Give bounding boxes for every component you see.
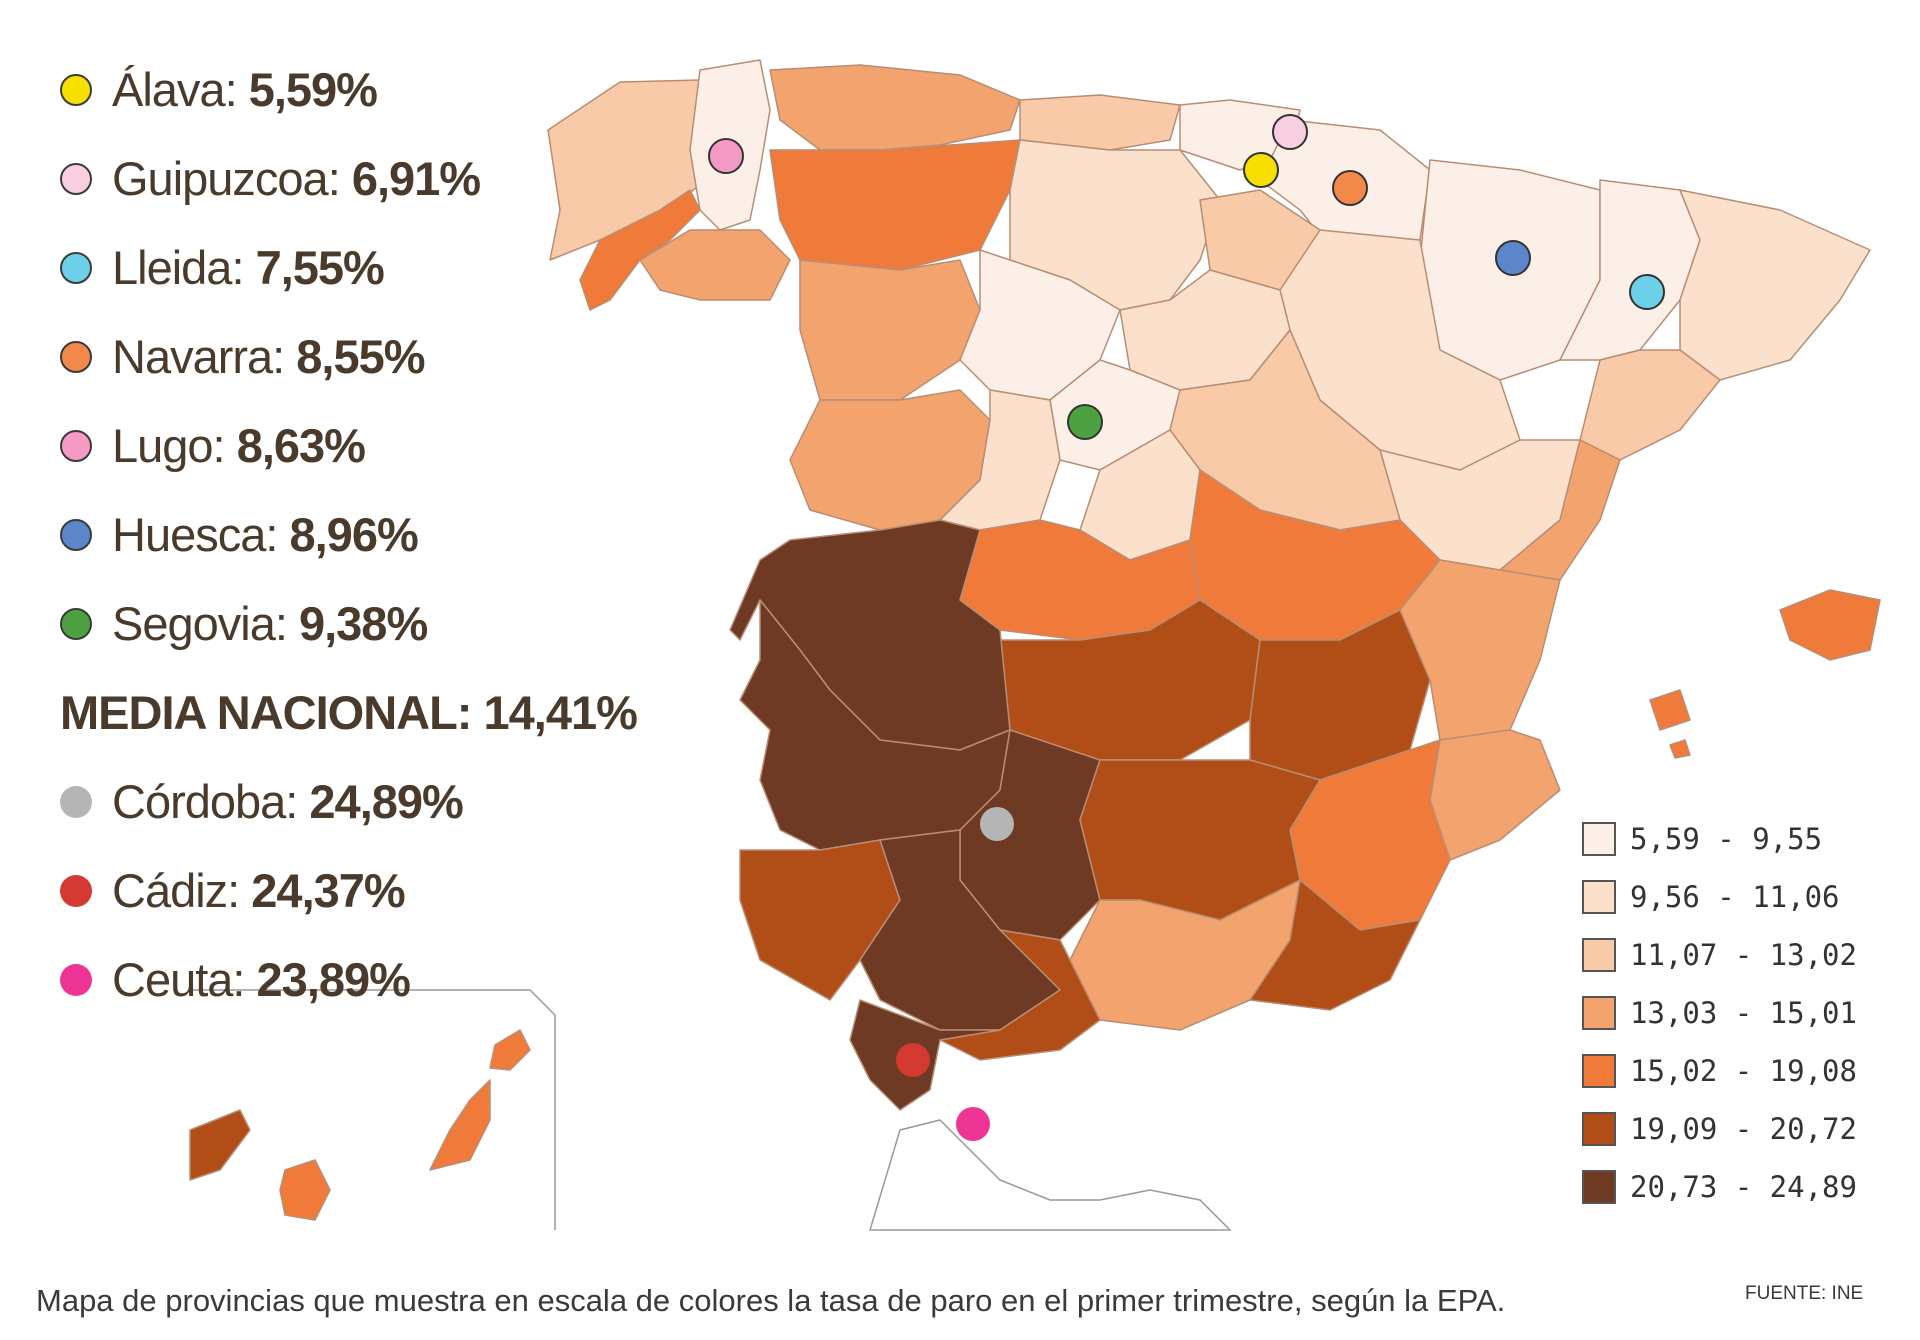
map-caption: Mapa de provincias que muestra en escala… <box>36 1283 1506 1318</box>
dot-icon <box>60 162 92 195</box>
region-tarragona <box>1579 349 1721 461</box>
rank-value: 8,55% <box>296 330 425 383</box>
legend-row: 19,09 - 20,72 <box>1582 1100 1857 1158</box>
legend-label: 20,73 - 24,89 <box>1630 1170 1857 1204</box>
region-formentera <box>1669 739 1691 759</box>
legend-label: 5,59 - 9,55 <box>1630 822 1823 856</box>
legend-swatch <box>1582 938 1616 972</box>
region-ourense <box>639 229 791 301</box>
rank-value: 24,89% <box>309 775 463 828</box>
legend-swatch <box>1582 822 1616 856</box>
legend-label: 13,03 - 15,01 <box>1630 996 1857 1030</box>
region-alicante <box>1429 729 1561 861</box>
marker-alava <box>1243 152 1279 188</box>
legend-swatch <box>1582 996 1616 1030</box>
region-almeria <box>1249 879 1421 1011</box>
map-legend: 5,59 - 9,55 9,56 - 11,06 11,07 - 13,02 1… <box>1582 810 1857 1216</box>
legend-row: 13,03 - 15,01 <box>1582 984 1857 1042</box>
legend-swatch <box>1582 880 1616 914</box>
legend-swatch <box>1582 1054 1616 1088</box>
rank-value: 8,63% <box>236 419 366 472</box>
source-note: FUENTE: INE <box>1745 1283 1864 1304</box>
region-pontevedra <box>579 189 701 311</box>
marker-navarra <box>1332 170 1368 206</box>
rank-item-cordoba: Córdoba: 24,89% <box>60 757 720 846</box>
legend-row: 15,02 - 19,08 <box>1582 1042 1857 1100</box>
rank-item-ceuta: Ceuta: 23,89% <box>60 935 720 1024</box>
national-average: MEDIA NACIONAL: 14,41% <box>60 686 638 739</box>
spain-provinces-map <box>189 59 1881 1231</box>
unemployment-ranking: Álava: 5,59% Guipuzcoa: 6,91% Lleida: 7,… <box>60 45 720 1024</box>
rank-item-huesca: Huesca: 8,96% <box>60 490 720 579</box>
rank-name: Guipuzcoa: <box>112 152 341 205</box>
rank-name: Segovia: <box>112 597 288 650</box>
region-asturias <box>769 64 1021 151</box>
marker-ceuta <box>956 1107 990 1141</box>
rank-item-lugo: Lugo: 8,63% <box>60 401 720 490</box>
rank-name: Ceuta: <box>112 953 245 1006</box>
legend-label: 11,07 - 13,02 <box>1630 938 1857 972</box>
region-malaga <box>939 929 1101 1061</box>
rank-value: 23,89% <box>256 953 411 1006</box>
legend-row: 9,56 - 11,06 <box>1582 868 1857 926</box>
legend-swatch <box>1582 1112 1616 1146</box>
marker-cordoba <box>980 807 1014 841</box>
region-gran-canaria <box>279 1159 331 1221</box>
dot-icon <box>60 874 92 907</box>
region-tenerife <box>189 1109 251 1181</box>
region-ibiza <box>1649 689 1691 731</box>
rank-name: Navarra: <box>112 330 285 383</box>
region-fuerteventura <box>429 1079 491 1171</box>
rank-value: 5,59% <box>248 63 378 116</box>
dot-icon <box>60 251 92 284</box>
dot-icon <box>60 607 92 640</box>
dot-icon <box>60 73 92 106</box>
marker-huesca <box>1495 240 1531 276</box>
dot-icon <box>60 785 92 818</box>
legend-row: 20,73 - 24,89 <box>1582 1158 1857 1216</box>
rank-value: 8,96% <box>289 508 418 561</box>
rank-name: Lugo: <box>112 419 226 472</box>
rank-name: Huesca: <box>112 508 278 561</box>
rank-value: 9,38% <box>298 597 428 650</box>
rank-name: Álava: <box>112 63 238 116</box>
dot-icon <box>60 429 92 462</box>
rank-value: 7,55% <box>255 241 385 294</box>
rank-value: 6,91% <box>351 152 481 205</box>
region-cantabria <box>1019 94 1181 151</box>
rank-item-segovia: Segovia: 9,38% <box>60 579 720 668</box>
marker-segovia <box>1067 404 1103 440</box>
legend-row: 5,59 - 9,55 <box>1582 810 1857 868</box>
rank-item-guipuzcoa: Guipuzcoa: 6,91% <box>60 134 720 223</box>
marker-lleida <box>1629 274 1665 310</box>
north-africa-outline <box>868 1119 1232 1231</box>
region-zamora <box>799 259 981 401</box>
legend-label: 19,09 - 20,72 <box>1630 1112 1857 1146</box>
rank-name: Cádiz: <box>112 864 240 917</box>
region-valencia <box>1399 559 1561 741</box>
region-mallorca <box>1779 589 1881 661</box>
rank-item-alava: Álava: 5,59% <box>60 45 720 134</box>
canarias-frame <box>190 989 556 1230</box>
marker-cadiz <box>896 1043 930 1077</box>
dot-icon <box>60 963 92 996</box>
dot-icon <box>60 340 92 373</box>
marker-guipuzcoa <box>1272 114 1308 150</box>
dot-icon <box>60 518 92 551</box>
region-lanzarote <box>489 1029 531 1071</box>
rank-item-cadiz: Cádiz: 24,37% <box>60 846 720 935</box>
legend-row: 11,07 - 13,02 <box>1582 926 1857 984</box>
region-girona-barcelona <box>1679 189 1871 381</box>
rank-name: Lleida: <box>112 241 244 294</box>
legend-label: 9,56 - 11,06 <box>1630 880 1840 914</box>
rank-item-lleida: Lleida: 7,55% <box>60 223 720 312</box>
rank-value: 24,37% <box>251 864 405 917</box>
rank-item-navarra: Navarra: 8,55% <box>60 312 720 401</box>
rank-name: Córdoba: <box>112 775 298 828</box>
marker-lugo <box>708 138 744 174</box>
legend-label: 15,02 - 19,08 <box>1630 1054 1857 1088</box>
legend-swatch <box>1582 1170 1616 1204</box>
